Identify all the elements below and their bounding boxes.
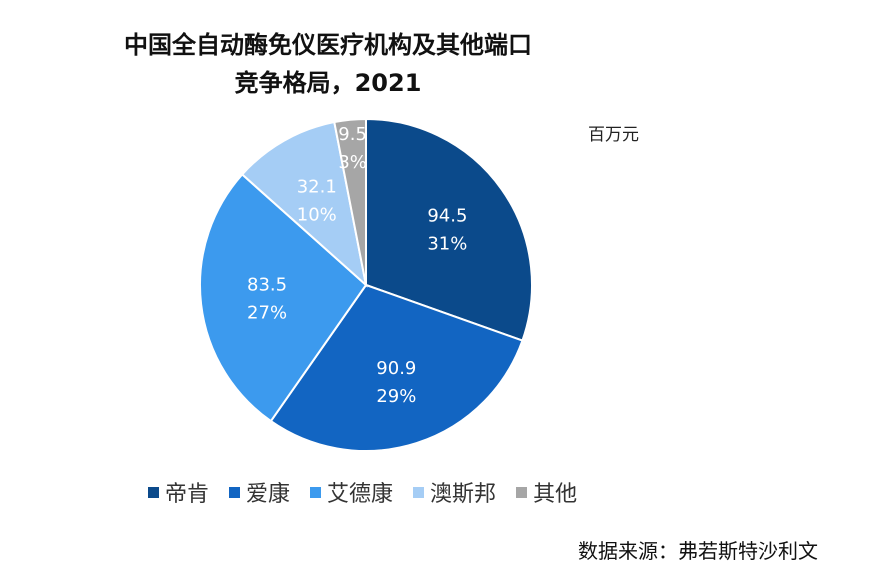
slice-percent-label-0: 31% bbox=[427, 234, 467, 255]
pie-slice-1 bbox=[269, 283, 524, 452]
legend-item-3: 澳斯邦 bbox=[413, 476, 496, 508]
pie-slice-4 bbox=[333, 117, 367, 286]
chart-title-line1: 中国全自动酶免仪医疗机构及其他端口 bbox=[124, 31, 532, 59]
slice-value-label-0: 94.5 bbox=[427, 206, 467, 227]
unit-label: 百万元 bbox=[588, 125, 639, 145]
slice-percent-label-1: 29% bbox=[376, 386, 416, 407]
slice-value-label-4: 9.5 bbox=[338, 124, 367, 145]
legend-swatch-2 bbox=[310, 486, 322, 498]
legend: 帝肯 爱康 艾德康 澳斯邦 其他 bbox=[148, 476, 577, 508]
legend-item-1: 爱康 bbox=[229, 476, 290, 508]
legend-swatch-4 bbox=[516, 486, 528, 498]
slice-value-label-2: 83.5 bbox=[247, 275, 287, 296]
source-note: 数据来源：弗若斯特沙利文 bbox=[578, 539, 818, 563]
pie-slice-0 bbox=[365, 117, 533, 342]
legend-swatch-0 bbox=[148, 486, 159, 498]
pie-labels: 94.5 31% 90.9 29% 83.5 27% 32.1 10% 9.5 3% bbox=[247, 124, 467, 407]
legend-item-4: 其他 bbox=[516, 476, 577, 508]
legend-item-0: 帝肯 bbox=[148, 476, 209, 508]
legend-label-2: 艾德康 bbox=[327, 482, 394, 507]
legend-label-0: 帝肯 bbox=[165, 482, 210, 507]
legend-swatch-1 bbox=[229, 486, 241, 498]
legend-item-2: 艾德康 bbox=[310, 476, 393, 508]
slice-percent-label-2: 27% bbox=[247, 303, 287, 324]
slice-percent-label-3: 10% bbox=[297, 204, 337, 225]
legend-swatch-3 bbox=[413, 486, 425, 498]
legend-label-4: 其他 bbox=[533, 482, 578, 507]
pie-chart: 94.5 31% 90.9 29% 83.5 27% 32.1 10% 9.5 3% bbox=[199, 117, 533, 452]
chart-title-line2: 竞争格局，2021 bbox=[234, 69, 422, 97]
slice-value-label-3: 32.1 bbox=[297, 176, 337, 197]
slice-percent-label-4: 3% bbox=[338, 152, 367, 173]
pie-slices bbox=[199, 117, 533, 452]
slice-value-label-1: 90.9 bbox=[376, 358, 416, 379]
chart-panel: 中国全自动酶免仪医疗机构及其他端口 竞争格局，2021 百万元 94.5 31% 9… bbox=[68, 20, 658, 508]
legend-label-1: 爱康 bbox=[246, 482, 291, 507]
legend-label-3: 澳斯邦 bbox=[430, 482, 497, 507]
chart-title: 中国全自动酶免仪医疗机构及其他端口 竞争格局，2021 bbox=[68, 26, 588, 102]
pie-slice-3 bbox=[240, 120, 368, 288]
pie-slice-2 bbox=[199, 173, 368, 423]
